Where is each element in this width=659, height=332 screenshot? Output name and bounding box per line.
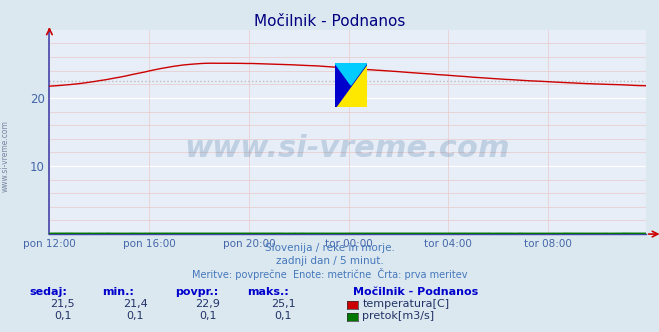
Text: min.:: min.: bbox=[102, 287, 134, 297]
Text: 0,1: 0,1 bbox=[127, 311, 144, 321]
Text: 0,1: 0,1 bbox=[199, 311, 216, 321]
Text: 21,5: 21,5 bbox=[50, 299, 75, 309]
Text: pretok[m3/s]: pretok[m3/s] bbox=[362, 311, 434, 321]
Text: 22,9: 22,9 bbox=[195, 299, 220, 309]
Text: 25,1: 25,1 bbox=[271, 299, 296, 309]
Text: temperatura[C]: temperatura[C] bbox=[362, 299, 449, 309]
Text: zadnji dan / 5 minut.: zadnji dan / 5 minut. bbox=[275, 256, 384, 266]
Polygon shape bbox=[335, 62, 367, 108]
Text: 0,1: 0,1 bbox=[275, 311, 292, 321]
Text: 0,1: 0,1 bbox=[54, 311, 71, 321]
Text: Močilnik - Podnanos: Močilnik - Podnanos bbox=[254, 14, 405, 29]
Text: Slovenija / reke in morje.: Slovenija / reke in morje. bbox=[264, 243, 395, 253]
Text: maks.:: maks.: bbox=[247, 287, 289, 297]
Text: sedaj:: sedaj: bbox=[30, 287, 67, 297]
Polygon shape bbox=[335, 62, 367, 85]
Text: www.si-vreme.com: www.si-vreme.com bbox=[185, 134, 511, 163]
Text: Meritve: povprečne  Enote: metrične  Črta: prva meritev: Meritve: povprečne Enote: metrične Črta:… bbox=[192, 268, 467, 280]
Text: 21,4: 21,4 bbox=[123, 299, 148, 309]
Text: www.si-vreme.com: www.si-vreme.com bbox=[1, 120, 10, 192]
Text: povpr.:: povpr.: bbox=[175, 287, 218, 297]
Polygon shape bbox=[335, 62, 367, 108]
Text: Močilnik - Podnanos: Močilnik - Podnanos bbox=[353, 287, 478, 297]
